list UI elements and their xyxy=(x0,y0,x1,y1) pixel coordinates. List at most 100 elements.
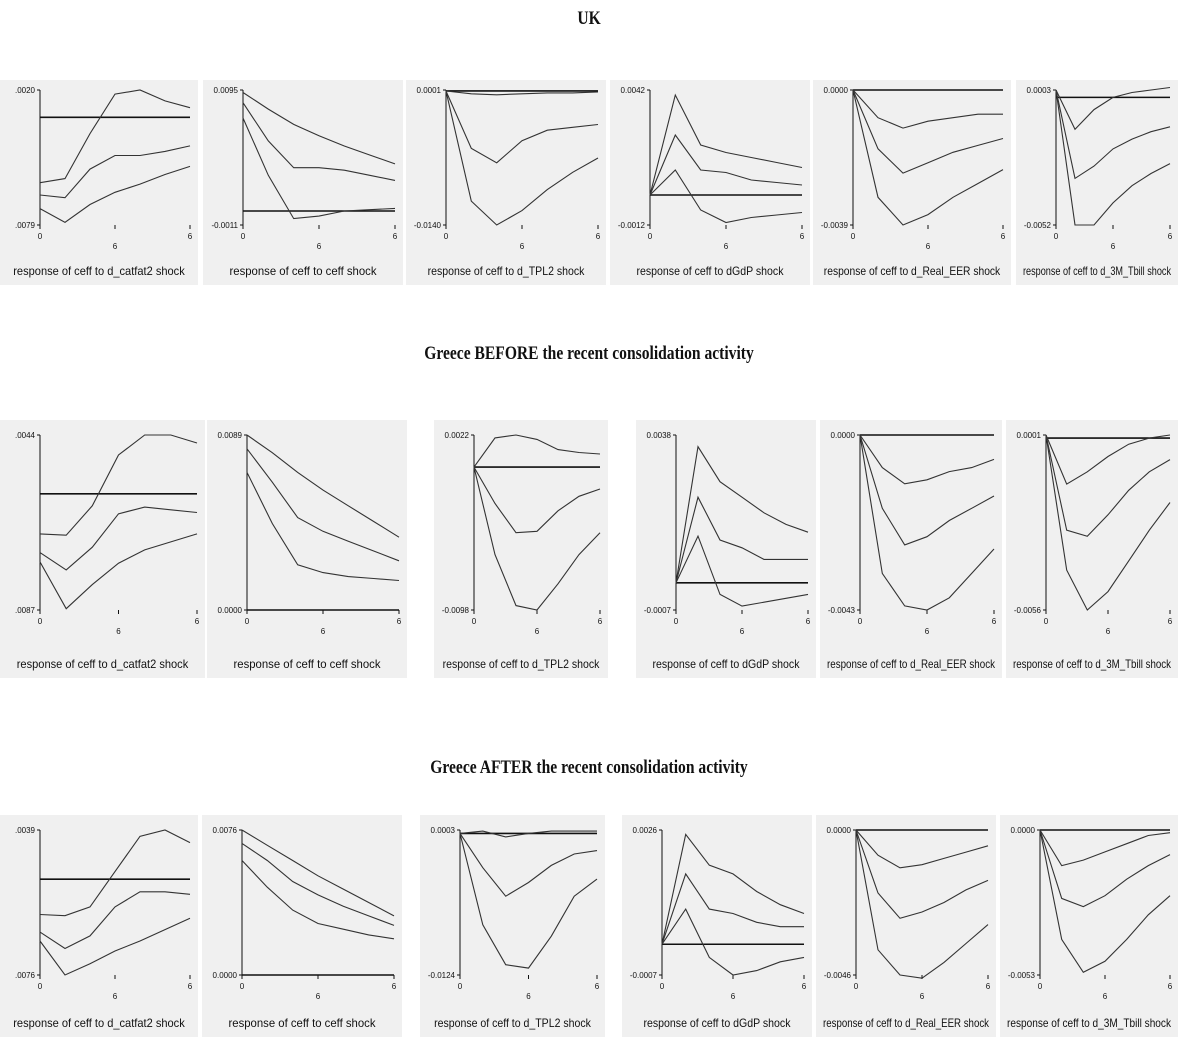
upper-band-line xyxy=(473,434,601,468)
chart-caption: response of ceff to d_Real_EER shock xyxy=(824,264,1001,278)
y-tick-label: -0.0124 xyxy=(428,971,456,980)
x-tick-label: 6 xyxy=(526,992,531,1001)
y-tick-label: 0.0001 xyxy=(1017,431,1042,440)
y-tick-label: 0.0095 xyxy=(214,86,239,95)
x-tick-label: 0 xyxy=(648,232,653,241)
y-tick-label: 0.0000 xyxy=(218,606,243,615)
chart-caption: response of ceff to d_3M_Tbill shock xyxy=(1023,264,1172,278)
upper-band-line xyxy=(459,830,597,838)
irf-panel: 0.0095 -0.0011 0 6 6 response of ceff to ceff… xyxy=(203,80,403,285)
y-tick-label: -0.0011 xyxy=(211,221,238,230)
lower-band-line xyxy=(1045,434,1171,611)
y-tick-label: -0.0056 xyxy=(1014,606,1042,615)
x-tick-label: 0 xyxy=(38,982,43,991)
y-tick-label: .0079 xyxy=(15,221,36,230)
y-tick-label: -0.0007 xyxy=(630,971,658,980)
irf-panel: 0.0026 -0.0007 0 6 6 response of ceff to dGdP… xyxy=(622,815,812,1037)
x-tick-label: 6 xyxy=(806,617,811,626)
x-tick-label: 6 xyxy=(1168,982,1173,991)
x-tick-label: 0 xyxy=(1054,232,1059,241)
x-tick-label: 6 xyxy=(598,617,603,626)
y-tick-label: -0.0039 xyxy=(821,221,849,230)
lower-band-line xyxy=(473,466,601,611)
x-tick-label: 6 xyxy=(992,617,997,626)
irf-line xyxy=(1055,89,1171,180)
irf-line xyxy=(675,495,808,583)
lower-band-line xyxy=(39,533,198,610)
irf-line xyxy=(39,145,191,199)
x-tick-label: 6 xyxy=(596,232,601,241)
lower-band-line xyxy=(1055,89,1171,226)
chart-caption: response of ceff to dGdP shock xyxy=(637,264,785,278)
irf-panel: 0.0001 -0.0056 0 6 6 response of ceff to d_3M… xyxy=(1006,420,1178,678)
x-tick-label: 6 xyxy=(1168,617,1173,626)
irf-panel: .0039 .0076 0 6 6 response of ceff to d_catfa… xyxy=(0,815,198,1037)
upper-band-line xyxy=(242,92,396,165)
upper-band-line xyxy=(1039,829,1171,867)
y-tick-label: 0.0003 xyxy=(431,826,456,835)
y-tick-label: 0.0022 xyxy=(445,431,470,440)
y-tick-label: -0.0098 xyxy=(442,606,470,615)
upper-band-line xyxy=(649,93,803,196)
y-tick-label: -0.0140 xyxy=(414,221,442,230)
chart-caption: response of ceff to d_catfat2 shock xyxy=(13,264,185,278)
x-tick-label: 6 xyxy=(520,242,525,251)
irf-panel: 0.0042 -0.0012 0 6 6 response of ceff to dGdP… xyxy=(610,80,810,285)
x-tick-label: 6 xyxy=(1111,242,1116,251)
lower-band-line xyxy=(242,117,396,220)
irf-panel: 0.0000 -0.0043 0 6 6 response of ceff to d_Re… xyxy=(820,420,1002,678)
upper-band-line xyxy=(39,89,191,184)
y-tick-label: .0020 xyxy=(15,86,36,95)
lower-band-line xyxy=(675,534,809,607)
lower-band-line xyxy=(241,860,395,940)
lower-band-line xyxy=(855,829,989,979)
x-tick-label: 0 xyxy=(851,232,856,241)
x-tick-label: 6 xyxy=(321,627,326,636)
x-tick-label: 6 xyxy=(1168,232,1173,241)
lower-band-line xyxy=(1039,829,1171,974)
y-tick-label: 0.0076 xyxy=(213,826,238,835)
irf-panel: 0.0000 -0.0046 0 6 6 response of ceff to d_Re… xyxy=(816,815,996,1037)
y-tick-label: 0.0000 xyxy=(824,86,849,95)
lower-band-line xyxy=(459,833,598,969)
x-tick-label: 6 xyxy=(535,627,540,636)
x-tick-label: 0 xyxy=(38,617,43,626)
y-tick-label: -0.0052 xyxy=(1024,221,1052,230)
irf-line xyxy=(852,89,1004,174)
irf-panel: 0.0022 -0.0098 0 6 6 response of ceff to d_TP… xyxy=(434,420,608,678)
chart-caption: response of ceff to d_catfat2 shock xyxy=(17,657,189,671)
y-tick-label: 0.0000 xyxy=(1011,826,1036,835)
chart-caption: response of ceff to d_TPL2 shock xyxy=(428,264,586,278)
irf-line xyxy=(1045,434,1171,537)
y-tick-label: .0076 xyxy=(15,971,36,980)
x-tick-label: 0 xyxy=(1044,617,1049,626)
y-tick-label: 0.0001 xyxy=(417,86,442,95)
x-tick-label: 0 xyxy=(444,232,449,241)
y-tick-label: 0.0000 xyxy=(827,826,852,835)
upper-band-line xyxy=(241,829,395,917)
x-tick-label: 6 xyxy=(724,242,729,251)
x-tick-label: 6 xyxy=(926,242,931,251)
x-tick-label: 6 xyxy=(116,627,121,636)
irf-line xyxy=(661,872,804,945)
irf-line xyxy=(246,448,400,562)
irf-panel: 0.0076 0.0000 0 6 6 response of ceff to ceff … xyxy=(202,815,402,1037)
irf-panel: 0.0038 -0.0007 0 6 6 response of ceff to dGdP… xyxy=(636,420,816,678)
x-tick-label: 0 xyxy=(858,617,863,626)
chart-caption: response of ceff to d_3M_Tbill shock xyxy=(1013,657,1172,671)
chart-caption: response of ceff to d_Real_EER shock xyxy=(827,657,996,671)
irf-line xyxy=(39,891,191,950)
x-tick-label: 6 xyxy=(925,627,930,636)
x-tick-label: 6 xyxy=(1106,627,1111,636)
x-tick-label: 6 xyxy=(920,992,925,1001)
x-tick-label: 0 xyxy=(660,982,665,991)
chart-caption: response of ceff to dGdP shock xyxy=(653,657,801,671)
